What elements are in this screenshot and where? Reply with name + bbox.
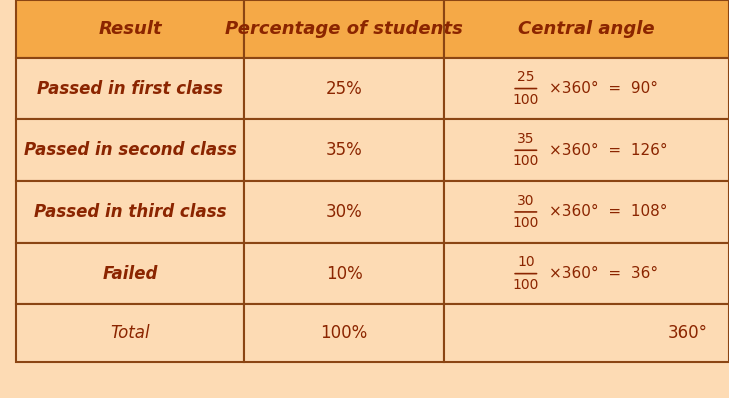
Text: 30%: 30% [326, 203, 362, 221]
Text: 10%: 10% [326, 265, 362, 283]
Text: ×360°  =  90°: ×360° = 90° [550, 81, 658, 96]
FancyBboxPatch shape [244, 0, 444, 58]
Text: Passed in second class: Passed in second class [23, 141, 236, 159]
Text: ×360°  =  126°: ×360° = 126° [550, 143, 668, 158]
Text: Total: Total [110, 324, 150, 342]
Text: 30: 30 [517, 194, 534, 208]
FancyBboxPatch shape [16, 243, 244, 304]
FancyBboxPatch shape [444, 0, 729, 58]
FancyBboxPatch shape [444, 304, 729, 362]
Text: Passed in first class: Passed in first class [37, 80, 223, 98]
Text: 100: 100 [512, 278, 539, 292]
Text: 360°: 360° [668, 324, 708, 342]
Text: Failed: Failed [103, 265, 157, 283]
FancyBboxPatch shape [244, 304, 444, 362]
Text: 35%: 35% [326, 141, 362, 159]
FancyBboxPatch shape [16, 119, 244, 181]
Text: Passed in third class: Passed in third class [34, 203, 227, 221]
Text: Central angle: Central angle [518, 20, 655, 38]
Text: ×360°  =  108°: ×360° = 108° [550, 205, 668, 219]
FancyBboxPatch shape [444, 181, 729, 243]
Text: Percentage of students: Percentage of students [225, 20, 463, 38]
Text: 25: 25 [517, 70, 534, 84]
FancyBboxPatch shape [444, 119, 729, 181]
FancyBboxPatch shape [244, 181, 444, 243]
Text: 25%: 25% [326, 80, 362, 98]
FancyBboxPatch shape [16, 304, 244, 362]
Text: 100%: 100% [320, 324, 367, 342]
FancyBboxPatch shape [244, 243, 444, 304]
Text: 100: 100 [512, 93, 539, 107]
FancyBboxPatch shape [244, 58, 444, 119]
FancyBboxPatch shape [16, 0, 244, 58]
FancyBboxPatch shape [16, 181, 244, 243]
FancyBboxPatch shape [444, 243, 729, 304]
FancyBboxPatch shape [244, 119, 444, 181]
FancyBboxPatch shape [16, 58, 244, 119]
Text: ×360°  =  36°: ×360° = 36° [550, 266, 658, 281]
FancyBboxPatch shape [444, 58, 729, 119]
Text: 100: 100 [512, 154, 539, 168]
Text: Result: Result [98, 20, 162, 38]
Text: 35: 35 [517, 132, 534, 146]
Text: 10: 10 [517, 256, 534, 269]
Text: 100: 100 [512, 216, 539, 230]
